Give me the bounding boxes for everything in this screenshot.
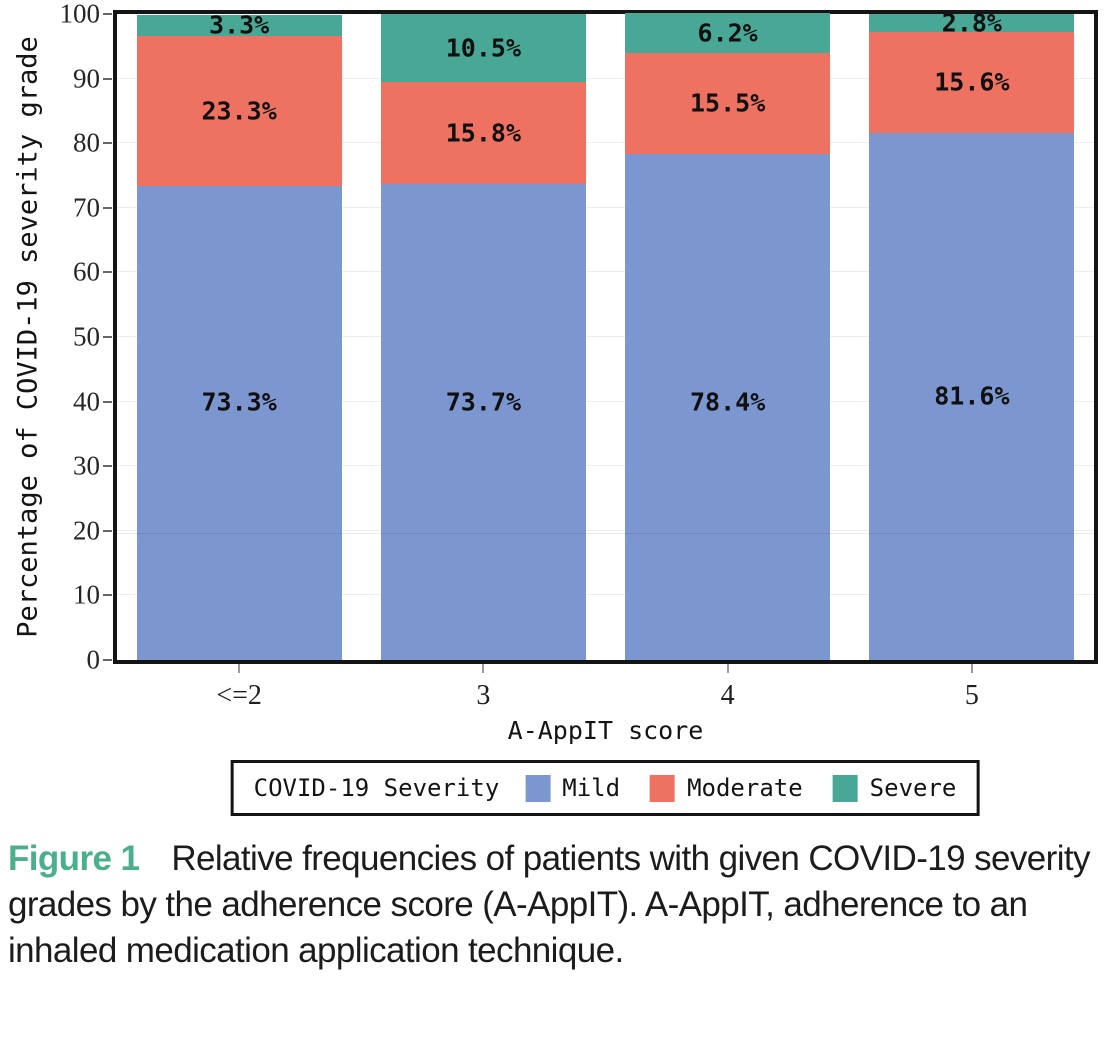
bar-segment-severe <box>625 13 831 54</box>
legend-item-moderate: Moderate <box>650 774 803 802</box>
y-tick-label-20: 20 <box>73 515 100 546</box>
x-tick-label-<=2: <=2 <box>216 680 262 711</box>
bar-segment-moderate <box>869 32 1075 133</box>
legend-items: Mild Moderate Severe <box>525 774 956 802</box>
segment-label-moderate: 23.3% <box>201 96 277 126</box>
segment-label-mild: 81.6% <box>934 381 1010 411</box>
y-tick-label-30: 30 <box>73 450 100 481</box>
bars: 73.3% 23.3% 3.3% 73.7% 15.8% 10.5% 78.4% 15.5% 6… <box>117 9 1094 660</box>
y-tick-mark-80 <box>103 142 112 145</box>
y-tick-mark-20 <box>103 529 112 532</box>
y-tick-label-70: 70 <box>73 192 100 223</box>
stacked-bar-5: 81.6% 15.6% 2.8% <box>869 9 1075 660</box>
y-tick-mark-10 <box>103 594 112 597</box>
bar-segment-moderate <box>625 53 831 154</box>
legend-swatch-moderate-icon <box>650 774 676 802</box>
figure-caption: Figure 1 Relative frequencies of patients… <box>8 836 1091 974</box>
gridline-30 <box>117 465 1094 467</box>
gridline-90 <box>117 77 1094 79</box>
x-tick-mark-4 <box>726 664 729 673</box>
bar-segment-mild <box>625 153 831 660</box>
legend-label-mild: Mild <box>562 774 621 802</box>
segment-label-severe: 6.2% <box>697 18 758 48</box>
y-tick-label-80: 80 <box>73 127 100 158</box>
plot-area: 73.3% 23.3% 3.3% 73.7% 15.8% 10.5% 78.4% 15.5% 6… <box>113 9 1098 664</box>
bar-group-5: 81.6% 15.6% 2.8% <box>850 9 1094 660</box>
bar-segment-mild <box>869 132 1075 660</box>
segment-label-severe: 10.5% <box>445 33 522 63</box>
segment-label-severe: 2.8% <box>941 8 1002 38</box>
x-tick-mark-<=2 <box>238 664 241 673</box>
gridlines <box>117 14 1094 660</box>
legend-label-severe: Severe <box>869 774 957 802</box>
y-tick-label-10: 10 <box>73 579 100 610</box>
y-tick-label-60: 60 <box>73 256 100 287</box>
y-tick-label-40: 40 <box>73 386 100 417</box>
stacked-bar-4: 78.4% 15.5% 6.2% <box>625 13 831 660</box>
bar-segment-severe <box>380 14 586 82</box>
gridline-overlay <box>117 533 1094 535</box>
y-tick-label-0: 0 <box>86 644 101 675</box>
gridline-70 <box>117 206 1094 208</box>
gridline-20 <box>117 529 1094 531</box>
bar-segment-moderate <box>136 35 342 187</box>
legend-label-moderate: Moderate <box>687 774 803 802</box>
bar-group-<=2: 73.3% 23.3% 3.3% <box>117 10 361 660</box>
x-tick-label-5: 5 <box>964 680 979 711</box>
legend-item-severe: Severe <box>832 774 957 802</box>
y-tick-mark-90 <box>103 77 112 80</box>
bar-segment-moderate <box>380 81 586 184</box>
bar-segment-mild <box>380 183 586 660</box>
bar-group-3: 73.7% 15.8% 10.5% <box>361 14 605 660</box>
bar-group-4: 78.4% 15.5% 6.2% <box>606 13 850 660</box>
legend-title: COVID-19 Severity <box>253 774 500 802</box>
x-tick-mark-5 <box>970 664 973 673</box>
segment-label-severe: 3.3% <box>209 10 270 40</box>
x-axis-title: A-AppIT score <box>507 716 704 745</box>
segment-label-moderate: 15.6% <box>934 67 1010 97</box>
segment-label-moderate: 15.8% <box>445 118 522 148</box>
y-tick-mark-70 <box>103 206 112 209</box>
bar-segment-severe <box>869 14 1075 33</box>
y-tick-mark-0 <box>103 659 112 661</box>
segment-label-mild: 73.7% <box>445 387 522 417</box>
figure-caption-text: Relative frequencies of patients with gi… <box>8 839 1091 970</box>
segment-label-mild: 73.3% <box>201 387 277 417</box>
legend-item-mild: Mild <box>525 774 620 802</box>
y-tick-label-90: 90 <box>73 63 100 94</box>
legend: COVID-19 Severity Mild Moderate Severe <box>230 760 980 816</box>
legend-swatch-severe-icon <box>832 774 858 802</box>
y-tick-label-50: 50 <box>73 321 100 352</box>
gridline-10 <box>117 594 1094 596</box>
y-tick-mark-100 <box>103 13 112 15</box>
x-axis-labels: <=2 3 4 5 <box>117 680 1094 712</box>
x-tick-label-4: 4 <box>720 680 735 711</box>
gridline-80 <box>117 142 1094 144</box>
x-tick-label-3: 3 <box>476 680 491 711</box>
gridline-40 <box>117 400 1094 402</box>
gridline-60 <box>117 271 1094 273</box>
stacked-bar-<=2: 73.3% 23.3% 3.3% <box>136 10 342 660</box>
y-tick-mark-50 <box>103 336 112 338</box>
segment-label-mild: 78.4% <box>689 387 766 417</box>
figure-caption-label: Figure 1 <box>8 839 140 878</box>
segment-label-moderate: 15.5% <box>689 88 766 118</box>
gridline-50 <box>117 336 1094 337</box>
stacked-bar-3: 73.7% 15.8% 10.5% <box>380 14 586 660</box>
y-tick-mark-40 <box>103 400 112 403</box>
y-tick-mark-60 <box>103 271 112 274</box>
y-tick-label-100: 100 <box>59 0 101 29</box>
x-tick-mark-3 <box>482 664 485 673</box>
legend-swatch-mild-icon <box>525 774 551 802</box>
bar-segment-mild <box>136 186 342 660</box>
bar-segment-severe <box>136 14 342 36</box>
y-tick-mark-30 <box>103 465 112 468</box>
